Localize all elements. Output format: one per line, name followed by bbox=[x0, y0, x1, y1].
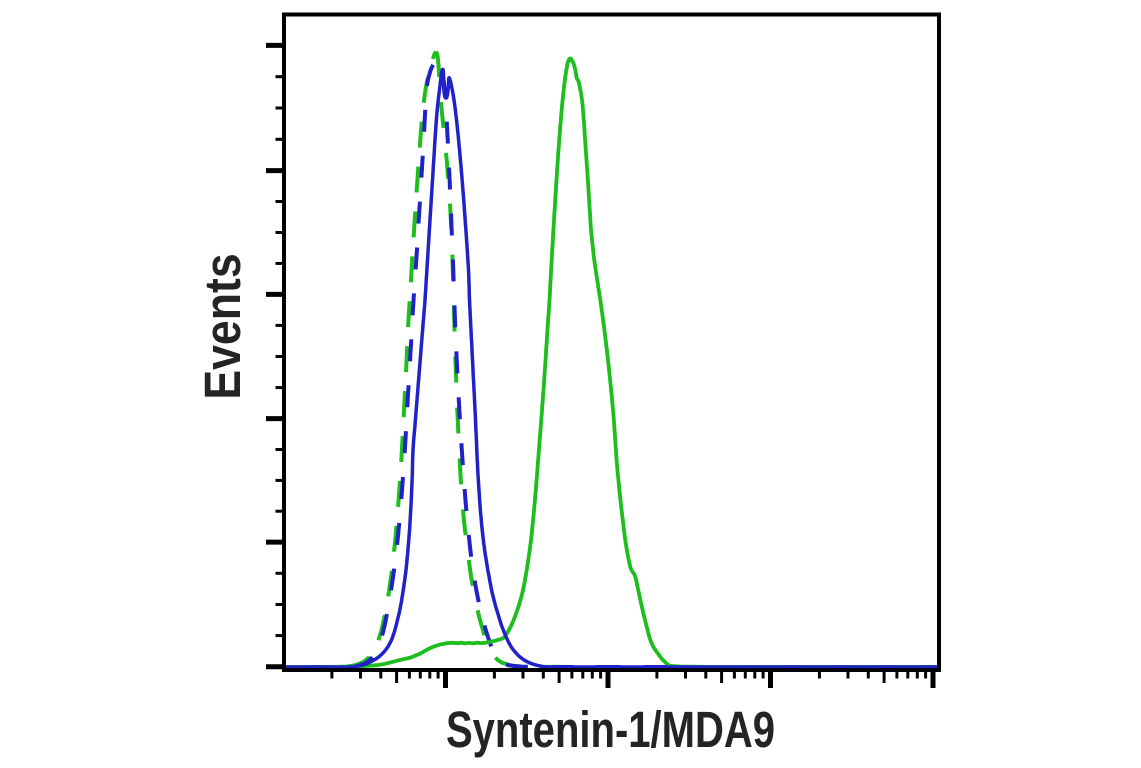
svg-text:Syntenin-1/MDA9: Syntenin-1/MDA9 bbox=[446, 701, 775, 758]
svg-text:Events: Events bbox=[195, 253, 251, 399]
